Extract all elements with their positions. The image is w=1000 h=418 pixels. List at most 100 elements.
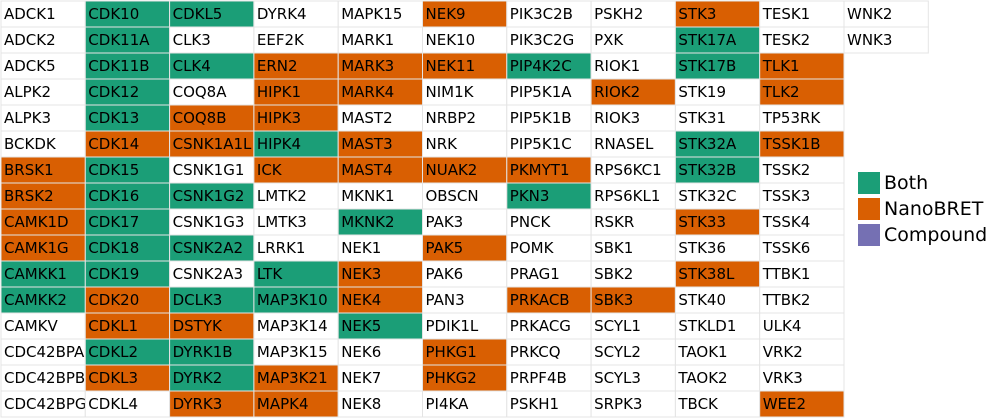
cell-fill-cdk13 <box>84 104 171 132</box>
cell-fill-adck1 <box>0 0 86 28</box>
cell-phkg2: PHKG2 <box>422 364 508 392</box>
cell-brsk2: BRSK2 <box>0 182 86 210</box>
cell-nek8: NEK8 <box>337 390 424 418</box>
cell-pskh2: PSKH2 <box>590 0 676 28</box>
cell-fill-cdkl3 <box>84 364 171 392</box>
cell-fill-tssk1b <box>759 130 845 158</box>
cell-label-stk17a: STK17A <box>678 31 737 49</box>
cell-fill-dyrk2 <box>169 364 255 392</box>
cell-fill-tssk2 <box>759 156 845 184</box>
cell-prkacb: PRKACB <box>506 286 592 314</box>
cell-label-camk1d: CAMK1D <box>4 213 69 231</box>
cell-sbk2: SBK2 <box>590 260 676 288</box>
cell-label-clk3: CLK3 <box>173 31 211 49</box>
cell-label-dyrk1b: DYRK1B <box>173 343 233 361</box>
cell-label-pak3: PAK3 <box>426 213 464 231</box>
cell-alpk3: ALPK3 <box>0 104 86 132</box>
cell-label-mknk1: MKNK1 <box>341 187 394 205</box>
cell-pik3c2g: PIK3C2G <box>506 26 592 54</box>
cell-dclk3: DCLK3 <box>169 286 255 314</box>
cell-pak3: PAK3 <box>422 208 508 236</box>
legend-item-nanobret: NanoBRET <box>858 196 987 222</box>
legend-label-both: Both <box>884 172 929 194</box>
cell-nim1k: NIM1K <box>422 78 508 106</box>
cell-wnk2: WNK2 <box>843 0 929 28</box>
cell-stk31: STK31 <box>674 104 761 132</box>
cell-stk32b: STK32B <box>674 156 761 184</box>
legend-swatch-both <box>858 172 880 194</box>
cell-label-pak6: PAK6 <box>426 265 464 283</box>
cell-label-stk33: STK33 <box>678 213 726 231</box>
cell-label-nek8: NEK8 <box>341 395 381 413</box>
cell-fill-nek11 <box>422 52 508 80</box>
cell-label-tesk1: TESK1 <box>762 5 811 23</box>
cell-fill-ttbk1 <box>759 260 845 288</box>
cell-label-cdc42bpb: CDC42BPB <box>4 369 85 387</box>
cell-pkn3: PKN3 <box>506 182 592 210</box>
cell-label-mknk2: MKNK2 <box>341 213 394 231</box>
cell-fill-cdc42bpa <box>0 338 86 366</box>
cell-cdkl3: CDKL3 <box>84 364 171 392</box>
cell-fill-eef2k <box>253 26 339 54</box>
cell-fill-cdk19 <box>84 260 171 288</box>
cell-fill-pnck <box>506 208 592 236</box>
cell-label-eef2k: EEF2K <box>257 31 305 49</box>
cell-cdk13: CDK13 <box>84 104 171 132</box>
cell-mknk2: MKNK2 <box>337 208 424 236</box>
cell-fill-nuak2 <box>422 156 508 184</box>
cell-fill-cdkl1 <box>84 312 171 340</box>
cell-scyl1: SCYL1 <box>590 312 676 340</box>
cell-label-nek3: NEK3 <box>341 265 381 283</box>
cell-label-csnk1a1l: CSNK1A1L <box>173 135 252 153</box>
cell-csnk2a2: CSNK2A2 <box>169 234 255 262</box>
cell-label-tp53rk: TP53RK <box>762 109 822 127</box>
cell-nek5: NEK5 <box>337 312 424 340</box>
cell-label-pik3c2b: PIK3C2B <box>510 5 573 23</box>
cell-label-pip5k1b: PIP5K1B <box>510 109 572 127</box>
cell-label-cdkl5: CDKL5 <box>173 5 223 23</box>
cell-fill-brsk2 <box>0 182 86 210</box>
cell-riok3: RIOK3 <box>590 104 676 132</box>
cell-label-map3k10: MAP3K10 <box>257 291 328 309</box>
cell-label-scyl3: SCYL3 <box>594 369 641 387</box>
cell-fill-bckdk <box>0 130 86 158</box>
cell-label-dstyk: DSTYK <box>173 317 223 335</box>
cell-fill-hipk3 <box>253 104 339 132</box>
cell-label-dyrk2: DYRK2 <box>173 369 223 387</box>
cell-fill-mapk4 <box>253 390 339 418</box>
cell-fill-pip4k2c <box>506 52 592 80</box>
cell-cdc42bpg: CDC42BPG <box>0 390 87 418</box>
cell-fill-stk17b <box>674 52 761 80</box>
cell-cdk16: CDK16 <box>84 182 171 210</box>
cell-adck1: ADCK1 <box>0 0 86 28</box>
cell-nrk: NRK <box>422 130 508 158</box>
cell-label-cdk11a: CDK11A <box>88 31 150 49</box>
cell-label-brsk2: BRSK2 <box>4 187 54 205</box>
cell-stk3: STK3 <box>674 0 761 28</box>
cell-label-prkacb: PRKACB <box>510 291 570 309</box>
cell-label-csnk2a3: CSNK2A3 <box>173 265 243 283</box>
cell-tssk4: TSSK4 <box>759 208 845 236</box>
cell-label-nrbp2: NRBP2 <box>426 109 477 127</box>
cell-cdk19: CDK19 <box>84 260 171 288</box>
cell-label-stkld1: STKLD1 <box>678 317 736 335</box>
cell-label-stk19: STK19 <box>678 83 726 101</box>
cell-fill-cdk10 <box>84 0 171 28</box>
cell-pip4k2c: PIP4K2C <box>506 52 592 80</box>
cell-label-prkcq: PRKCQ <box>510 343 561 361</box>
cell-lmtk2: LMTK2 <box>253 182 339 210</box>
cell-lrrk1: LRRK1 <box>253 234 339 262</box>
cell-fill-wnk3 <box>843 26 929 54</box>
cell-fill-stk38l <box>674 260 761 288</box>
cell-fill-vrk3 <box>759 364 845 392</box>
cell-fill-stk3 <box>674 0 761 28</box>
cell-fill-prkcq <box>506 338 592 366</box>
cell-label-stk3: STK3 <box>678 5 716 23</box>
cell-fill-scyl3 <box>590 364 676 392</box>
cell-fill-nek6 <box>337 338 424 366</box>
cell-fill-mark4 <box>337 78 424 106</box>
cell-stk36: STK36 <box>674 234 761 262</box>
cell-fill-nek1 <box>337 234 424 262</box>
cell-fill-rnasel <box>590 130 676 158</box>
cell-label-mast3: MAST3 <box>341 135 392 153</box>
